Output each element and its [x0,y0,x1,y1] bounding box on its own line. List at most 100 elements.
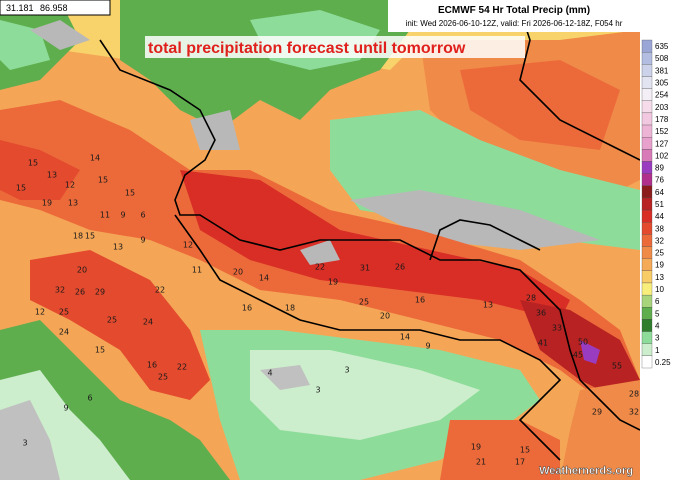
map-value: 18 [285,304,295,313]
map-value: 9 [425,342,430,351]
legend-label: 1 [655,346,660,355]
legend-swatch [641,185,653,199]
map-value: 25 [158,373,168,382]
legend-swatch [641,76,653,89]
map-value: 9 [140,236,145,245]
map-value: 33 [552,324,562,333]
map-value: 13 [47,171,57,180]
watermark: Weathernerds.org [539,465,633,477]
map-value: 16 [415,296,425,305]
map-value: 6 [87,394,92,403]
legend: 6355083813052542031781521271028976645144… [641,39,671,369]
legend-swatch [641,39,653,53]
legend-label: 0.25 [655,358,671,367]
legend-swatch [641,137,653,150]
map-value: 25 [107,316,117,325]
map-value: 14 [259,274,269,283]
legend-swatch [641,246,653,259]
borders [99,9,641,461]
map-value: 20 [77,266,87,275]
legend-label: 508 [655,54,669,63]
header-box [388,0,640,32]
map-value: 24 [143,318,153,327]
legend-label: 5 [655,309,660,318]
overlay-bg [145,36,525,58]
legend-label: 44 [655,212,664,221]
legend-swatch [641,319,653,332]
map-value: 26 [75,288,85,297]
map-value: 22 [155,286,165,295]
map-value: 16 [147,361,157,370]
legend-label: 305 [655,79,669,88]
map-value: 11 [192,266,202,275]
map-value: 13 [113,243,123,252]
map-value: 15 [95,346,105,355]
map-value: 19 [328,278,338,287]
legend-label: 381 [655,66,669,75]
map-value: 20 [380,312,390,321]
legend-swatch [641,64,653,77]
legend-label: 76 [655,176,664,185]
map-value: 32 [629,408,639,417]
legend-swatch [641,124,653,138]
map-value: 11 [100,211,110,220]
legend-label: 89 [655,164,664,173]
map-value: 3 [344,366,349,375]
map-value: 4 [267,369,272,378]
legend-swatch [641,282,653,296]
map-value: 20 [233,268,243,277]
map-value: 13 [483,301,493,310]
legend-label: 19 [655,261,664,270]
map-value: 22 [177,363,187,372]
coord-box [0,0,111,16]
map-value: 3 [315,386,320,395]
map-value: 12 [65,181,75,190]
map-value: 9 [63,404,68,413]
legend-label: 10 [655,285,664,294]
legend-label: 6 [655,297,660,306]
legend-swatch [641,270,653,284]
legend-label: 152 [655,127,669,136]
map-value: 24 [59,328,69,337]
map-value: 9 [120,211,125,220]
map-value: 13 [68,199,78,208]
legend-label: 127 [655,139,669,148]
map-value: 3 [22,439,27,448]
map-value: 19 [471,443,481,452]
legend-label: 3 [655,334,660,343]
map-background [0,0,640,480]
legend-label: 203 [655,103,669,112]
map-value: 31 [360,264,370,273]
header-title: ECMWF 54 Hr Total Precip (mm) [438,5,590,16]
legend-label: 254 [655,91,669,100]
longitude: 86.958 [40,3,68,13]
legend-swatch [641,222,653,235]
legend-label: 64 [655,188,664,197]
header-subtitle: init: Wed 2026-06-10-12Z, valid: Fri 202… [406,19,623,28]
legend-swatch [641,294,653,308]
legend-label: 25 [655,249,664,258]
map-value: 21 [476,458,486,467]
map-value: 32 [55,286,65,295]
legend-swatch [641,234,653,247]
overlay-title: total precipitation forecast until tomor… [148,40,466,57]
map-value: 29 [592,408,602,417]
legend-swatch [641,149,653,162]
legend-label: 102 [655,151,669,160]
legend-label: 38 [655,224,664,233]
map-value: 55 [612,362,622,371]
map-value: 25 [359,298,369,307]
legend-swatch [641,197,653,211]
map-value: 28 [526,294,536,303]
legend-swatch [641,307,653,320]
map-value: 26 [395,263,405,272]
map-value: 12 [35,308,45,317]
map-value: 15 [125,189,135,198]
legend-swatch [641,88,653,101]
legend-swatch [641,51,653,65]
legend-swatch [641,100,653,114]
legend-label: 178 [655,115,669,124]
